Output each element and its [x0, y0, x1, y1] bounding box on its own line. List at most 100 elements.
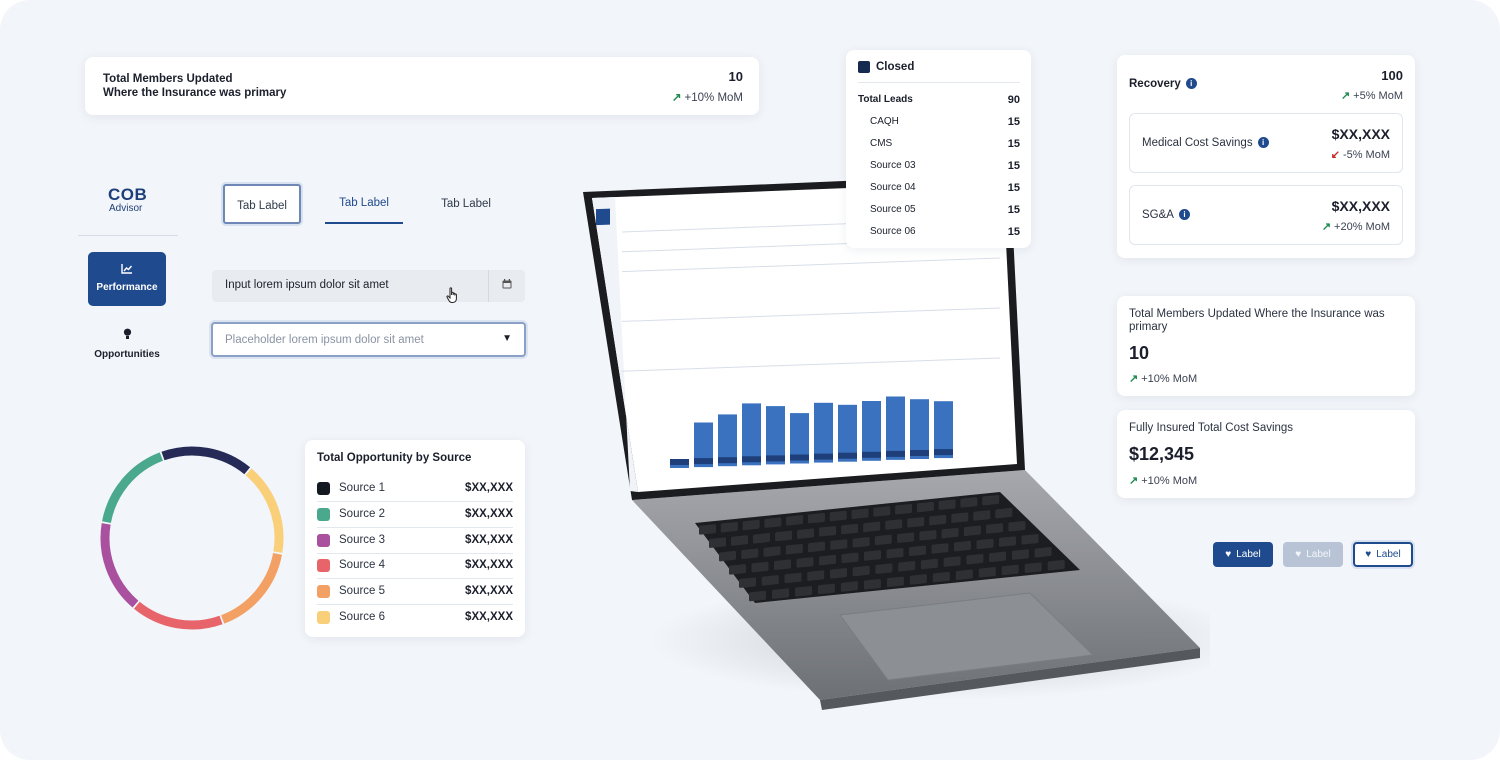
trend-text: -5% MoM — [1342, 149, 1390, 161]
keyboard-key — [772, 588, 789, 599]
calendar-icon[interactable] — [488, 270, 525, 302]
lead-source-value: 15 — [1007, 204, 1020, 216]
screen-bar-base — [670, 459, 689, 465]
legend-swatch — [317, 559, 330, 573]
keyboard-key — [1034, 547, 1052, 558]
keyboard-key — [830, 539, 848, 550]
screen-bar-base — [718, 457, 737, 464]
keyboard-key — [751, 561, 769, 573]
hand-cursor-icon — [446, 287, 460, 308]
legend-swatch — [317, 482, 330, 495]
sga-card: SG&A i $XX,XXX ↗ +20% MoM — [1129, 185, 1403, 245]
keyboard-key — [749, 590, 766, 602]
heart-icon: ♥ — [1225, 549, 1232, 560]
screen-bar-base — [862, 451, 881, 458]
sub-card-trend: ↙ -5% MoM — [1331, 148, 1390, 161]
info-icon[interactable]: i — [1178, 209, 1190, 220]
screen-bar — [742, 403, 761, 466]
label-button-outline[interactable]: ♥ Label — [1353, 542, 1413, 567]
trend-text: +10% MoM — [684, 92, 743, 104]
keyboard-key — [907, 517, 925, 528]
chevron-down-icon: ▼ — [502, 333, 512, 344]
members-updated-card: Total Members Updated Where the Insuranc… — [85, 57, 759, 115]
keyboard-key — [976, 538, 994, 550]
donut-segment — [102, 452, 164, 524]
keyboard-key — [830, 568, 847, 579]
donut-segment — [161, 446, 251, 475]
screen-bar — [910, 399, 929, 459]
sidebar-item-opportunities[interactable]: Opportunities — [88, 328, 166, 360]
opportunity-title: Total Opportunity by Source — [317, 452, 472, 464]
tab-default[interactable]: Tab Label — [441, 198, 491, 210]
keyboard-key — [875, 563, 893, 574]
trend-up-icon: ↗ — [1321, 221, 1332, 233]
keyboard-key — [819, 554, 836, 566]
keyboard-key — [852, 537, 870, 548]
source-name: Source 1 — [339, 482, 386, 494]
source-name: Source 3 — [339, 533, 386, 546]
keyboard-key — [764, 517, 782, 528]
keyboard-key — [739, 577, 756, 588]
recovery-title-text: Recovery — [1129, 78, 1181, 90]
keyboard-key — [840, 581, 858, 592]
sub-card-value: $XX,XXX — [1331, 126, 1390, 142]
popover-divider — [858, 82, 1020, 83]
date-input[interactable]: Input lorem ipsum dolor sit amet — [212, 270, 525, 302]
recovery-value: 100 — [1381, 68, 1403, 83]
screen-bar — [718, 414, 737, 467]
screen-divider-line — [621, 357, 1001, 372]
closed-leads-popover: Closed Total Leads 90 CAQH 15 CMS 15 Source … — [846, 50, 1031, 248]
keyboard-key — [742, 519, 760, 531]
source-name: Source 4 — [339, 559, 386, 572]
keyboard-key — [797, 528, 815, 539]
legend-swatch — [317, 585, 330, 599]
kpi-savings-card: Fully Insured Total Cost Savings $12,345… — [1117, 410, 1415, 498]
trend-up-icon: ↗ — [671, 92, 682, 104]
tab-selected[interactable]: Tab Label — [325, 184, 403, 224]
keyboard-key — [775, 530, 793, 542]
kpi-value: $12,345 — [1129, 444, 1195, 464]
keyboard-key — [960, 497, 978, 508]
sidebar-item-performance[interactable]: Performance — [88, 252, 166, 306]
keyboard-key — [1001, 564, 1019, 576]
button-label: Label — [1236, 549, 1261, 560]
keyboard-key — [729, 564, 746, 575]
keyboard-key — [699, 524, 716, 535]
keyboard-key — [841, 523, 859, 535]
screen-bar-base — [934, 449, 953, 456]
source-value: $XX,XXX — [465, 533, 513, 546]
source-value: $XX,XXX — [465, 585, 513, 598]
keyboard-key — [709, 537, 726, 548]
card-trend: ↗ +10% MoM — [672, 90, 743, 104]
keyboard-key — [885, 519, 903, 530]
keyboard-key — [761, 575, 779, 586]
keyboard-key — [1047, 559, 1065, 571]
opportunity-row: Source 2 $XX,XXX — [317, 502, 513, 528]
source-select[interactable]: Placeholder lorem ipsum dolor sit amet ▼ — [211, 322, 526, 357]
keyboard-key — [817, 583, 835, 595]
tab-focused[interactable]: Tab Label — [223, 184, 301, 224]
keyboard-key — [989, 551, 1007, 563]
screen-bar-base — [910, 450, 929, 456]
trend-text: +5% MoM — [1353, 90, 1403, 102]
laptop-screen — [592, 197, 1001, 492]
trend-text: +10% MoM — [1141, 475, 1198, 487]
closed-label: Closed — [876, 61, 915, 73]
chart-icon — [88, 263, 166, 277]
label-button-primary[interactable]: ♥ Label — [1213, 542, 1273, 567]
keyboard-key — [963, 525, 981, 537]
keyboard-key — [909, 574, 927, 585]
sub-card-label: SG&A i — [1142, 209, 1190, 221]
sidebar-item-label: Performance — [96, 282, 158, 293]
info-icon[interactable]: i — [1185, 78, 1197, 89]
total-leads-label: Total Leads — [858, 94, 913, 105]
keyboard-key — [897, 532, 915, 543]
opportunity-row: Source 1 $XX,XXX — [317, 476, 513, 502]
keyboard-key — [938, 499, 956, 510]
label-button-disabled[interactable]: ♥ Label — [1283, 542, 1343, 567]
keyboard-key — [774, 559, 791, 570]
sub-card-label: Medical Cost Savings i — [1142, 137, 1269, 149]
kpi-members-card: Total Members Updated Where the Insuranc… — [1117, 296, 1415, 396]
info-icon[interactable]: i — [1257, 137, 1269, 148]
